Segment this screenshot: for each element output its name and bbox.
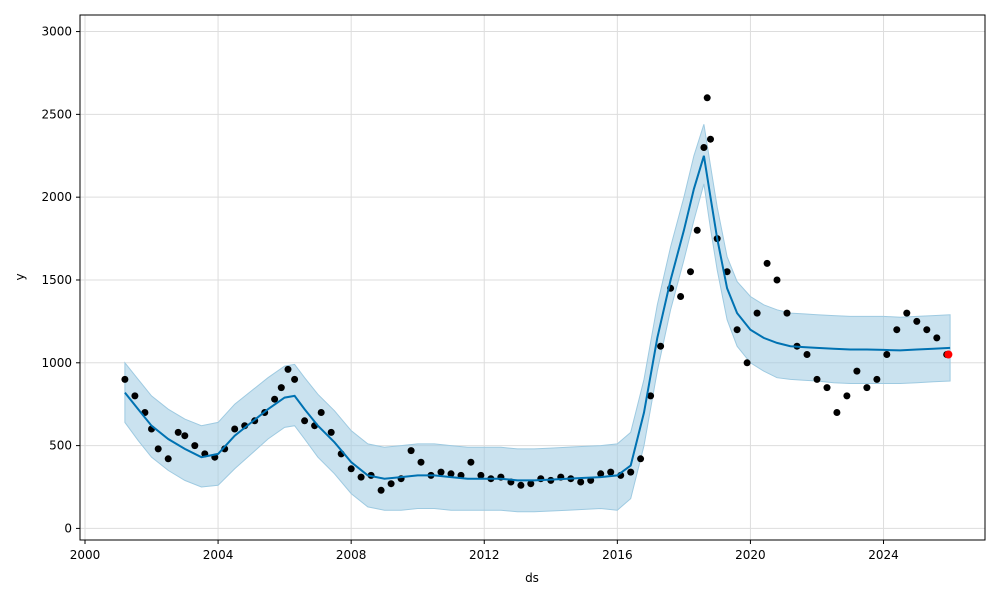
observed-point xyxy=(773,276,781,284)
observed-point xyxy=(763,259,771,267)
observed-point xyxy=(843,392,851,400)
observed-point xyxy=(903,309,911,317)
observed-point xyxy=(517,481,525,489)
observed-point xyxy=(467,458,475,466)
y-tick-label: 1000 xyxy=(41,356,72,370)
observed-point xyxy=(347,465,355,473)
observed-point xyxy=(417,458,425,466)
observed-point xyxy=(933,334,941,342)
y-tick-label: 1500 xyxy=(41,273,72,287)
y-tick-label: 2500 xyxy=(41,107,72,121)
observed-point xyxy=(687,268,694,276)
observed-point xyxy=(301,417,309,425)
forecast-line xyxy=(124,155,951,482)
observed-point xyxy=(121,375,129,383)
observed-point xyxy=(277,384,285,392)
observed-point xyxy=(597,470,605,478)
observed-point xyxy=(357,473,365,481)
observed-point xyxy=(447,470,455,478)
observed-points xyxy=(121,94,951,494)
observed-point xyxy=(477,471,485,479)
observed-point xyxy=(607,468,615,476)
observed-point xyxy=(131,392,139,400)
x-tick-label: 2008 xyxy=(336,548,367,562)
observed-point xyxy=(387,480,395,488)
x-tick-label: 2016 xyxy=(602,548,633,562)
observed-point xyxy=(893,326,901,334)
observed-point xyxy=(407,447,415,455)
observed-point xyxy=(327,428,335,436)
observed-point xyxy=(637,455,645,463)
y-tick-label: 2000 xyxy=(41,190,72,204)
observed-point xyxy=(753,309,761,317)
latest-point xyxy=(944,350,953,359)
x-tick-label: 2020 xyxy=(735,548,766,562)
observed-point xyxy=(703,94,711,102)
observed-point xyxy=(700,144,708,151)
observed-point xyxy=(863,384,871,392)
forecast-line-path xyxy=(124,155,951,482)
x-tick-label: 2012 xyxy=(469,548,500,562)
observed-point xyxy=(174,428,182,436)
observed-point xyxy=(657,342,665,350)
observed-point xyxy=(317,409,325,416)
observed-point xyxy=(923,326,931,334)
observed-point xyxy=(803,351,811,358)
observed-point xyxy=(577,478,585,486)
x-tick-label: 2004 xyxy=(203,548,234,562)
observed-point xyxy=(833,409,841,416)
x-tick-label: 2000 xyxy=(70,548,101,562)
y-tick-label: 0 xyxy=(64,521,72,535)
observed-point xyxy=(723,268,731,276)
observed-point xyxy=(647,392,655,400)
observed-point xyxy=(527,480,535,488)
observed-point xyxy=(627,468,635,476)
uncertainty-band xyxy=(124,124,951,513)
x-axis-ticks: 2000 2004 2008 2012 2016 2020 2024 xyxy=(70,540,899,562)
observed-point xyxy=(191,442,199,450)
observed-point xyxy=(913,317,921,325)
observed-point xyxy=(743,359,751,367)
observed-point xyxy=(813,375,821,383)
y-axis-ticks: 0 500 1000 1500 2000 2500 3000 xyxy=(41,25,80,535)
y-tick-label: 500 xyxy=(49,439,72,453)
observed-point xyxy=(707,135,714,143)
observed-point xyxy=(231,425,239,433)
observed-point xyxy=(181,432,189,440)
y-axis-label: y xyxy=(13,273,27,280)
uncertainty-band-area xyxy=(124,124,951,513)
observed-point xyxy=(677,293,685,300)
observed-point xyxy=(783,309,791,317)
observed-point xyxy=(377,486,385,494)
plot-frame xyxy=(79,14,986,541)
observed-point xyxy=(291,375,299,383)
x-tick-label: 2024 xyxy=(868,548,899,562)
observed-point xyxy=(154,445,162,453)
latest-point-dot xyxy=(944,350,953,359)
observed-point xyxy=(883,351,891,358)
observed-point xyxy=(693,226,701,234)
observed-point xyxy=(823,384,831,392)
observed-point xyxy=(873,375,881,383)
observed-point xyxy=(733,326,741,334)
observed-point xyxy=(437,468,445,476)
observed-point xyxy=(271,395,279,403)
observed-point xyxy=(853,367,861,375)
y-tick-label: 3000 xyxy=(41,25,72,39)
observed-point xyxy=(284,365,292,373)
x-axis-label: ds xyxy=(525,571,539,585)
observed-point xyxy=(164,455,172,463)
